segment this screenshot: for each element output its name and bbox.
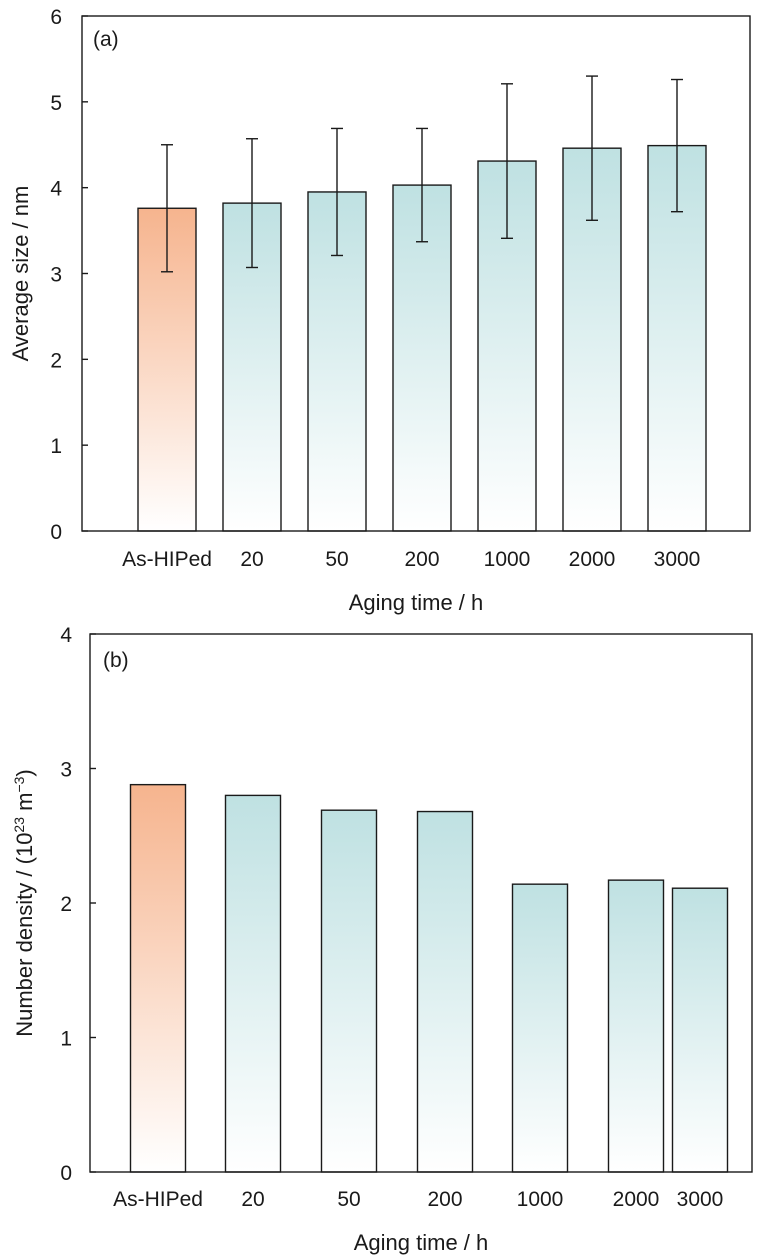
panel-a-label: (a) — [93, 28, 119, 51]
error-bar-1000 — [501, 83, 513, 240]
error-bar-3000 — [671, 78, 683, 213]
error-bar-20 — [246, 138, 258, 269]
error-bar-50 — [331, 127, 343, 257]
y-label-exponent-minus3: −3 — [11, 776, 27, 792]
error-bar-200 — [416, 127, 428, 243]
x-tick-label-200: 200 — [404, 548, 439, 571]
bar-50 — [320, 809, 378, 1173]
bar-1000 — [511, 883, 569, 1173]
y-label-close: ) — [12, 769, 37, 776]
panel-a-x-axis-label: Aging time / h — [349, 590, 484, 615]
y-tick-label-3: 3 — [50, 264, 62, 287]
panel-a-y-ticks: 0 1 2 3 4 5 6 — [50, 6, 88, 544]
error-bar-as-hiped — [161, 144, 173, 273]
panel-b-y-axis-label: Number density / (1023 m−3) — [11, 769, 37, 1037]
panel-b-x-ticks: As-HIPed 20 50 200 1000 2000 3000 — [113, 1188, 723, 1211]
y-label-exponent-23: 23 — [11, 817, 27, 833]
x-tick-label-20: 20 — [240, 548, 263, 571]
bar-200 — [416, 810, 474, 1173]
x-tick-label-as-hiped: As-HIPed — [122, 548, 212, 571]
x-tick-label-1000: 1000 — [484, 548, 531, 571]
y-tick-label-4: 4 — [60, 624, 72, 647]
panel-b-label: (b) — [103, 649, 129, 672]
x-tick-label-20: 20 — [241, 1188, 264, 1211]
x-tick-label-as-hiped: As-HIPed — [113, 1188, 203, 1211]
y-label-unit: m — [12, 793, 37, 817]
x-tick-label-3000: 3000 — [677, 1188, 724, 1211]
panel-a-y-axis-label: Average size / nm — [8, 186, 33, 362]
x-tick-label-2000: 2000 — [613, 1188, 660, 1211]
panel-b-x-axis-label: Aging time / h — [354, 1230, 489, 1255]
bar-2000 — [607, 879, 665, 1173]
x-tick-label-200: 200 — [427, 1188, 462, 1211]
y-tick-label-6: 6 — [50, 6, 62, 29]
y-tick-label-4: 4 — [50, 178, 62, 201]
x-tick-label-1000: 1000 — [517, 1188, 564, 1211]
x-tick-label-3000: 3000 — [654, 548, 701, 571]
bar-20 — [224, 794, 282, 1173]
bar-3000 — [671, 887, 729, 1173]
x-tick-label-50: 50 — [325, 548, 348, 571]
y-tick-label-5: 5 — [50, 92, 62, 115]
y-label-base: Number density / (10 — [12, 833, 37, 1037]
y-tick-label-1: 1 — [50, 435, 62, 458]
panel-a-errorbars — [161, 75, 683, 273]
panel-b-bars — [129, 783, 729, 1173]
error-bar-2000 — [586, 75, 598, 221]
x-tick-label-50: 50 — [337, 1188, 360, 1211]
y-tick-label-0: 0 — [50, 521, 62, 544]
bar-200 — [392, 184, 452, 532]
y-tick-label-2: 2 — [50, 349, 62, 372]
x-tick-label-2000: 2000 — [569, 548, 616, 571]
bar-as-hiped — [129, 783, 187, 1173]
panel-b-y-ticks: 0 1 2 3 4 — [60, 624, 96, 1185]
y-tick-label-3: 3 — [60, 759, 72, 782]
y-tick-label-2: 2 — [60, 893, 72, 916]
y-tick-label-0: 0 — [60, 1162, 72, 1185]
y-tick-label-1: 1 — [60, 1028, 72, 1051]
panel-a-x-ticks: As-HIPed 20 50 200 1000 2000 3000 — [122, 548, 700, 571]
